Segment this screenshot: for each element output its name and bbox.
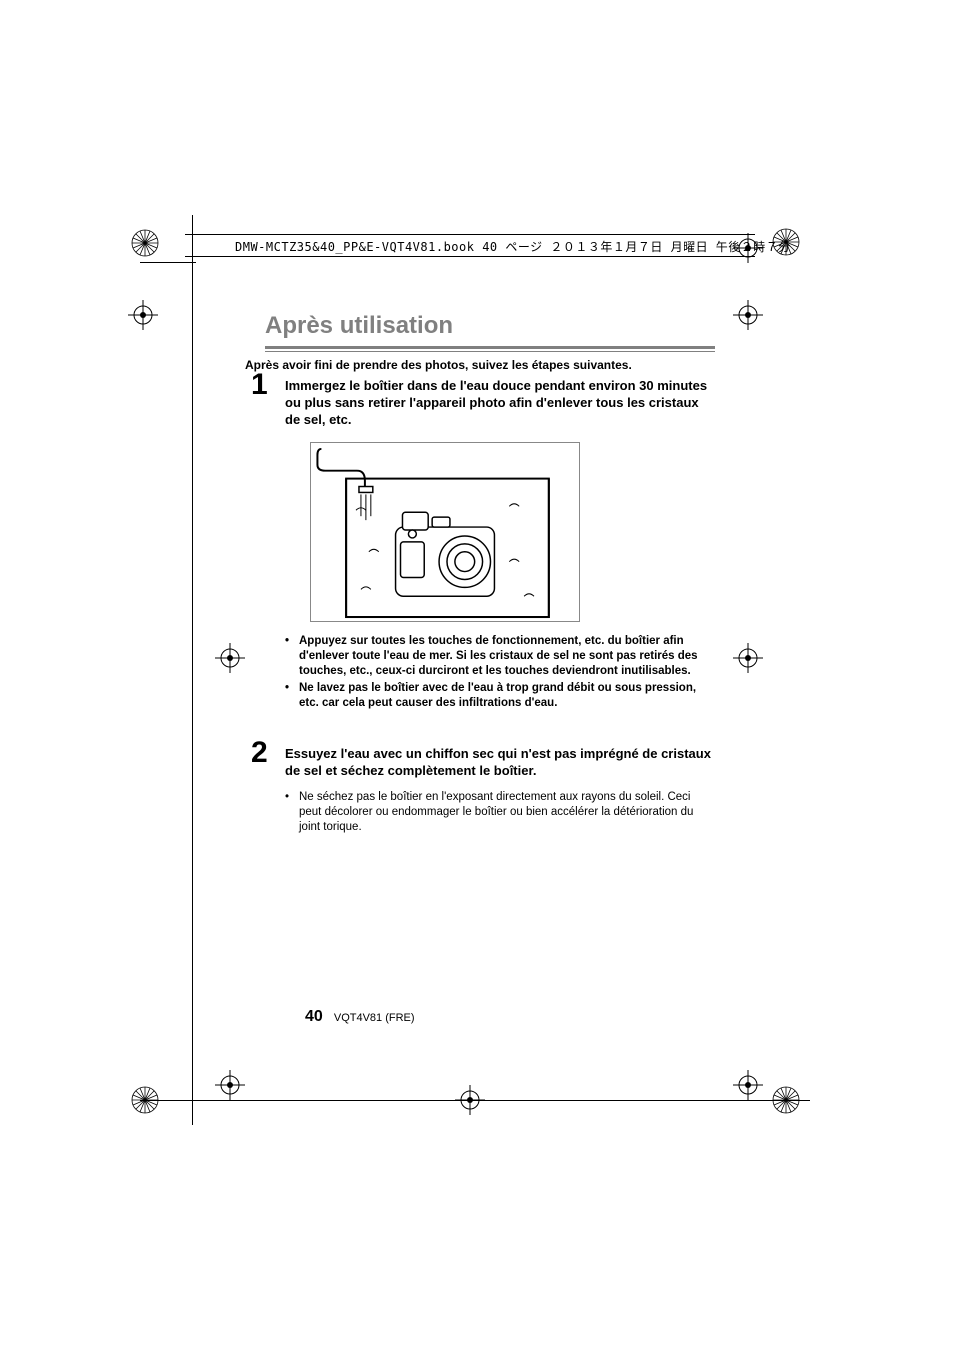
registration-crosshair-icon <box>215 643 245 673</box>
bullet-marker: • <box>285 634 299 679</box>
registration-crosshair-icon <box>733 643 763 673</box>
step-main-text: Essuyez l'eau avec un chiffon sec qui n'… <box>285 746 715 780</box>
bullet-item: • Ne séchez pas le boîtier en l'exposant… <box>285 790 715 835</box>
title-rule-thick <box>265 346 715 349</box>
registration-crosshair-icon <box>128 300 158 330</box>
title-rule-thin <box>265 351 715 352</box>
frame-line <box>140 262 196 263</box>
step-main-text: Immergez le boîtier dans de l'eau douce … <box>285 378 715 429</box>
registration-crosshair-icon <box>733 233 763 263</box>
bullet-marker: • <box>285 681 299 711</box>
registration-sunburst-icon <box>766 222 806 262</box>
crop-line <box>185 234 755 235</box>
step-1-bullets: • Appuyez sur toutes les touches de fonc… <box>285 634 715 713</box>
frame-line <box>140 1100 810 1101</box>
step-number: 2 <box>251 736 268 770</box>
bullet-item: • Ne lavez pas le boîtier avec de l'eau … <box>285 681 715 711</box>
step-2: 2 Essuyez l'eau avec un chiffon sec qui … <box>245 740 715 780</box>
registration-crosshair-icon <box>733 1070 763 1100</box>
crop-line <box>185 256 755 257</box>
frame-line <box>192 215 193 1125</box>
step-number: 1 <box>251 368 268 402</box>
page-footer: 40 VQT4V81 (FRE) <box>305 1008 415 1026</box>
registration-crosshair-icon <box>215 1070 245 1100</box>
step-2-bullets: • Ne séchez pas le boîtier en l'exposant… <box>285 790 715 837</box>
bullet-text: Ne lavez pas le boîtier avec de l'eau à … <box>299 681 715 711</box>
step-1: 1 Immergez le boîtier dans de l'eau douc… <box>245 372 715 429</box>
page-number: 40 <box>305 1008 323 1025</box>
bullet-text: Appuyez sur toutes les touches de foncti… <box>299 634 715 679</box>
bullet-text: Ne séchez pas le boîtier en l'exposant d… <box>299 790 715 835</box>
section-heading-block: Après utilisation <box>265 312 715 352</box>
file-path-header: DMW-MCTZ35&40_PP&E-VQT4V81.book 40 ページ ２… <box>235 238 791 255</box>
registration-sunburst-icon <box>125 223 165 263</box>
section-title: Après utilisation <box>265 312 715 344</box>
rinse-illustration <box>310 442 580 622</box>
registration-crosshair-icon <box>733 300 763 330</box>
footer-code: VQT4V81 (FRE) <box>334 1012 415 1024</box>
intro-text: Après avoir fini de prendre des photos, … <box>245 358 715 372</box>
bullet-marker: • <box>285 790 299 835</box>
bullet-item: • Appuyez sur toutes les touches de fonc… <box>285 634 715 679</box>
